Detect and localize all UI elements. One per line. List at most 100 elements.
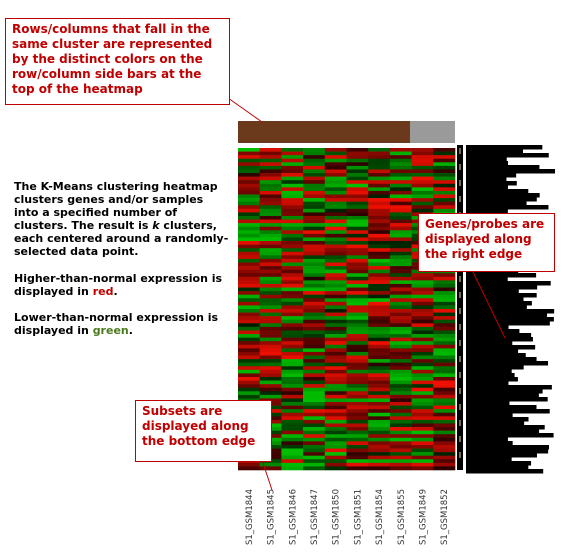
heatmap-cell xyxy=(346,412,369,417)
heatmap-cell xyxy=(433,208,456,213)
heatmap-cell xyxy=(281,376,304,381)
heatmap-cell xyxy=(303,201,326,206)
heatmap-cell xyxy=(259,241,282,245)
heatmap-cell xyxy=(324,198,347,202)
heatmap-cell xyxy=(324,344,347,349)
heatmap-cell xyxy=(281,341,304,346)
heatmap-cell xyxy=(433,430,456,435)
heatmap-cell xyxy=(346,237,369,242)
heatmap-cell xyxy=(368,330,391,335)
heatmap-cell xyxy=(324,312,347,317)
gene-label-blob xyxy=(466,405,537,410)
heatmap-cell xyxy=(389,237,412,242)
heatmap-cell xyxy=(281,419,304,424)
heatmap-cell xyxy=(368,244,391,249)
heatmap-cell xyxy=(238,190,260,195)
heatmap-cell xyxy=(238,348,260,353)
heatmap-cell xyxy=(411,452,434,456)
heatmap-cell xyxy=(368,387,391,392)
heatmap-cell xyxy=(411,455,434,460)
heatmap-cell xyxy=(433,369,456,374)
heatmap-cell xyxy=(433,319,456,324)
heatmap-cell xyxy=(433,427,456,431)
heatmap-cell xyxy=(433,173,456,177)
heatmap-cell xyxy=(411,280,434,285)
heatmap-cell xyxy=(346,441,369,446)
heatmap-cell xyxy=(281,165,304,170)
gene-label-blob xyxy=(466,277,508,282)
heatmap-cell xyxy=(259,176,282,181)
heatmap-cell xyxy=(389,330,412,335)
heatmap-cell xyxy=(368,266,391,270)
heatmap-cell xyxy=(303,355,326,360)
heatmap-cell xyxy=(411,419,434,424)
heatmap-cell xyxy=(346,369,369,374)
heatmap-cell xyxy=(259,348,282,353)
heatmap-cell xyxy=(368,312,391,317)
heatmap-cell xyxy=(411,394,434,399)
heatmap-cell xyxy=(411,444,434,449)
heatmap-cell xyxy=(303,223,326,228)
text: . xyxy=(128,324,133,337)
heatmap-cell xyxy=(281,351,304,356)
heatmap-cell xyxy=(389,208,412,213)
heatmap-cell xyxy=(346,359,369,363)
heatmap-cell xyxy=(411,366,434,371)
heatmap-cell xyxy=(389,176,412,181)
heatmap-cell xyxy=(433,351,456,356)
heatmap-cell xyxy=(281,162,304,167)
heatmap-cell xyxy=(346,291,369,295)
heatmap-cell xyxy=(346,223,369,228)
heatmap-cell xyxy=(346,187,369,192)
heatmap-cell xyxy=(433,362,456,367)
heatmap-cell xyxy=(433,419,456,424)
heatmap-cell xyxy=(411,205,434,210)
heatmap-cell xyxy=(281,273,304,278)
heatmap-cell xyxy=(324,208,347,213)
heatmap-cell xyxy=(281,416,304,421)
heatmap-cell xyxy=(259,226,282,231)
heatmap-cell xyxy=(389,376,412,381)
heatmap-cell xyxy=(433,466,456,471)
heatmap-cell xyxy=(303,323,326,328)
heatmap-cell xyxy=(433,158,456,163)
heatmap-cell xyxy=(433,151,456,156)
heatmap-cell xyxy=(389,351,412,356)
heatmap-cell xyxy=(281,334,304,338)
heatmap-cell xyxy=(281,362,304,367)
heatmap-cell xyxy=(238,391,260,396)
heatmap-cell xyxy=(411,437,434,442)
heatmap-cell xyxy=(303,341,326,346)
heatmap-cell xyxy=(303,448,326,453)
heatmap-cell xyxy=(259,309,282,313)
heatmap-cell xyxy=(389,241,412,245)
heatmap-cell xyxy=(346,452,369,456)
column-label: S1_GSM1851 xyxy=(353,489,363,545)
heatmap-cell xyxy=(389,158,412,163)
heatmap-cell xyxy=(389,355,412,360)
heatmap-cell xyxy=(281,430,304,435)
heatmap-cell xyxy=(303,233,326,238)
heatmap-cell xyxy=(238,316,260,321)
heatmap-cell xyxy=(389,441,412,446)
text: The K-Means clustering heatmap clusters … xyxy=(14,180,218,232)
heatmap-cell xyxy=(238,215,260,220)
heatmap-cell xyxy=(281,294,304,299)
heatmap-cell xyxy=(281,158,304,163)
heatmap-cell xyxy=(346,190,369,195)
heatmap-cell xyxy=(433,376,456,381)
heatmap-cell xyxy=(433,423,456,428)
heatmap-cell xyxy=(238,334,260,338)
gene-label-blob xyxy=(466,333,532,338)
heatmap-cell xyxy=(281,305,304,310)
heatmap-cell xyxy=(346,165,369,170)
heatmap-cell xyxy=(368,298,391,303)
heatmap-cell xyxy=(238,230,260,235)
heatmap-cell xyxy=(303,208,326,213)
callout: Rows/columns that fall in the same clust… xyxy=(5,18,230,105)
heatmap-cell xyxy=(368,351,391,356)
heatmap-cell xyxy=(346,258,369,263)
heatmap-cell xyxy=(238,301,260,306)
heatmap-cell xyxy=(346,334,369,338)
heatmap-cell xyxy=(389,309,412,313)
